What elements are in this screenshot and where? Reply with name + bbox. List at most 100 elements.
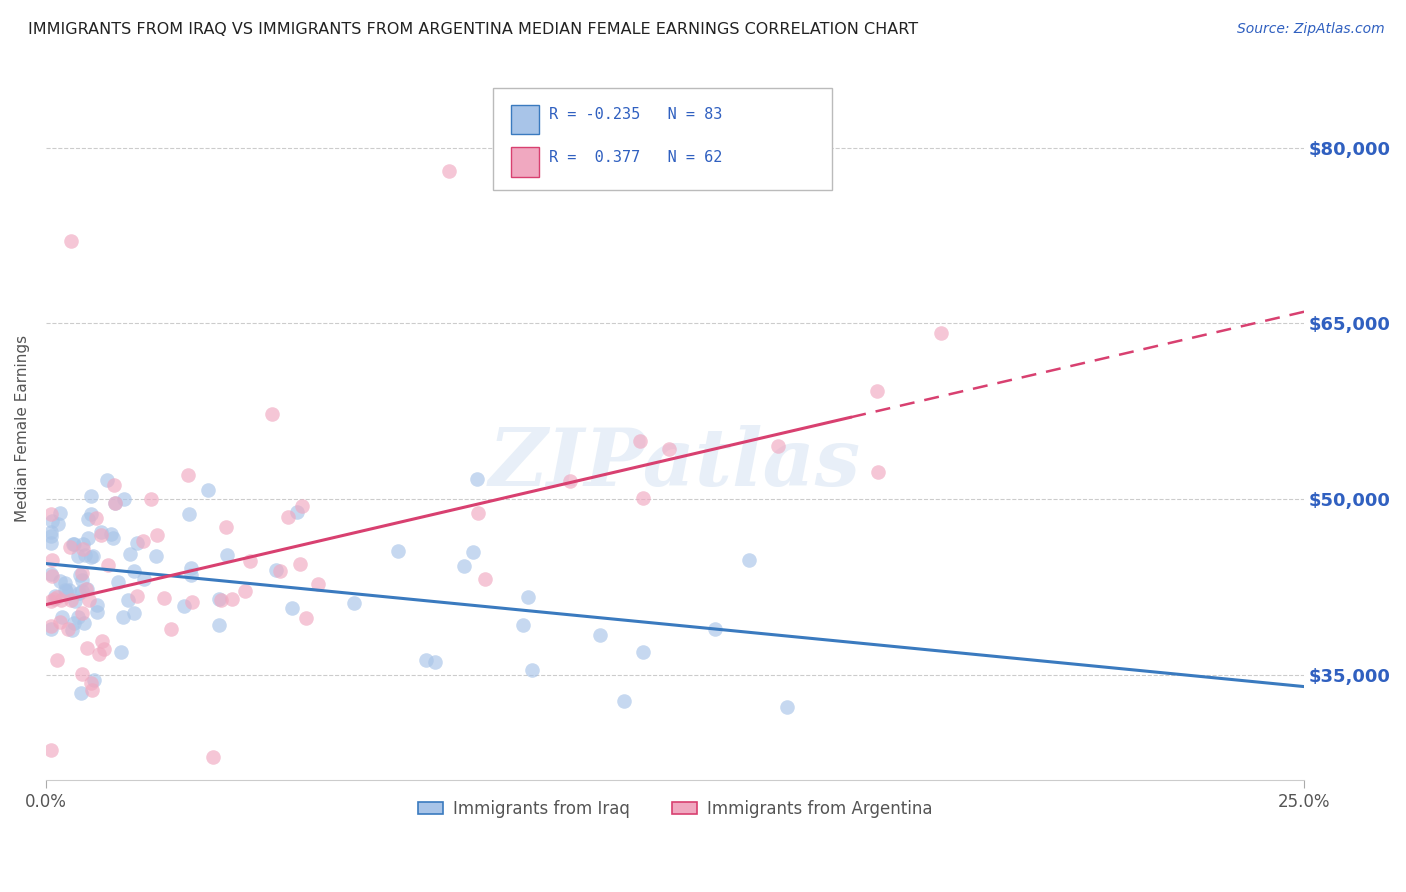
Point — [866, 384, 889, 398]
Point — [269, 564, 291, 578]
Point — [46, 590, 69, 604]
Point — [58, 583, 80, 598]
FancyBboxPatch shape — [512, 104, 538, 134]
Point — [463, 545, 485, 559]
Point — [44, 589, 66, 603]
Point — [49, 593, 72, 607]
Point — [117, 593, 139, 607]
Point — [141, 491, 163, 506]
Point — [288, 558, 311, 572]
Point — [512, 618, 534, 632]
Point — [46, 653, 69, 667]
Point — [39, 567, 62, 582]
Point — [91, 634, 114, 648]
Point — [72, 584, 94, 599]
Point — [86, 598, 108, 612]
Point — [766, 439, 789, 453]
Point — [62, 537, 84, 551]
Point — [209, 593, 232, 607]
Point — [69, 568, 91, 582]
Point — [55, 583, 77, 598]
Point — [704, 622, 727, 636]
Point — [266, 563, 288, 577]
FancyBboxPatch shape — [492, 88, 832, 190]
Point — [868, 465, 890, 479]
Point — [277, 509, 299, 524]
Point — [152, 591, 174, 605]
Point — [96, 473, 118, 487]
Point — [72, 667, 94, 681]
Point — [48, 615, 70, 630]
Point — [558, 474, 581, 488]
Point — [125, 589, 148, 603]
Point — [39, 594, 62, 608]
Text: IMMIGRANTS FROM IRAQ VS IMMIGRANTS FROM ARGENTINA MEDIAN FEMALE EARNINGS CORRELA: IMMIGRANTS FROM IRAQ VS IMMIGRANTS FROM … — [28, 22, 918, 37]
Point — [107, 574, 129, 589]
Point — [79, 549, 101, 564]
Legend: Immigrants from Iraq, Immigrants from Argentina: Immigrants from Iraq, Immigrants from Ar… — [412, 793, 939, 825]
Point — [160, 622, 183, 636]
Point — [97, 558, 120, 572]
Point — [208, 618, 231, 632]
Point — [72, 606, 94, 620]
Point — [146, 528, 169, 542]
Point — [177, 507, 200, 521]
Point — [69, 686, 91, 700]
Point — [41, 553, 63, 567]
Point — [100, 527, 122, 541]
Point — [60, 623, 83, 637]
Point — [180, 567, 202, 582]
Point — [49, 506, 72, 520]
Point — [453, 559, 475, 574]
Point — [55, 584, 77, 599]
Point — [122, 606, 145, 620]
Point — [67, 609, 90, 624]
Point — [465, 471, 488, 485]
Text: R =  0.377   N = 62: R = 0.377 N = 62 — [550, 151, 723, 165]
Point — [658, 442, 681, 457]
Point — [63, 537, 86, 551]
Point — [931, 326, 953, 340]
Point — [39, 622, 62, 636]
Point — [118, 547, 141, 561]
Point — [197, 483, 219, 497]
Point — [77, 512, 100, 526]
Point — [59, 541, 82, 555]
Point — [82, 683, 104, 698]
Point — [51, 610, 73, 624]
Point — [111, 610, 134, 624]
Point — [110, 645, 132, 659]
Text: Source: ZipAtlas.com: Source: ZipAtlas.com — [1237, 22, 1385, 37]
Point — [86, 606, 108, 620]
Point — [76, 582, 98, 597]
Point — [80, 489, 103, 503]
Point — [291, 500, 314, 514]
FancyBboxPatch shape — [512, 147, 538, 177]
Point — [628, 434, 651, 449]
Point — [215, 519, 238, 533]
Point — [145, 549, 167, 564]
Point — [80, 507, 103, 521]
Point — [39, 529, 62, 543]
Point — [180, 561, 202, 575]
Point — [72, 573, 94, 587]
Point — [70, 566, 93, 581]
Point — [281, 601, 304, 615]
Point — [75, 548, 97, 562]
Point — [73, 615, 96, 630]
Point — [90, 528, 112, 542]
Point — [77, 593, 100, 607]
Point — [132, 533, 155, 548]
Point — [613, 694, 636, 708]
Point — [104, 496, 127, 510]
Point — [307, 576, 329, 591]
Point — [82, 549, 104, 564]
Point — [67, 549, 90, 564]
Point — [134, 572, 156, 586]
Point — [53, 576, 76, 591]
Point — [41, 569, 63, 583]
Point — [631, 491, 654, 505]
Point — [59, 592, 82, 607]
Point — [39, 507, 62, 521]
Point — [127, 536, 149, 550]
